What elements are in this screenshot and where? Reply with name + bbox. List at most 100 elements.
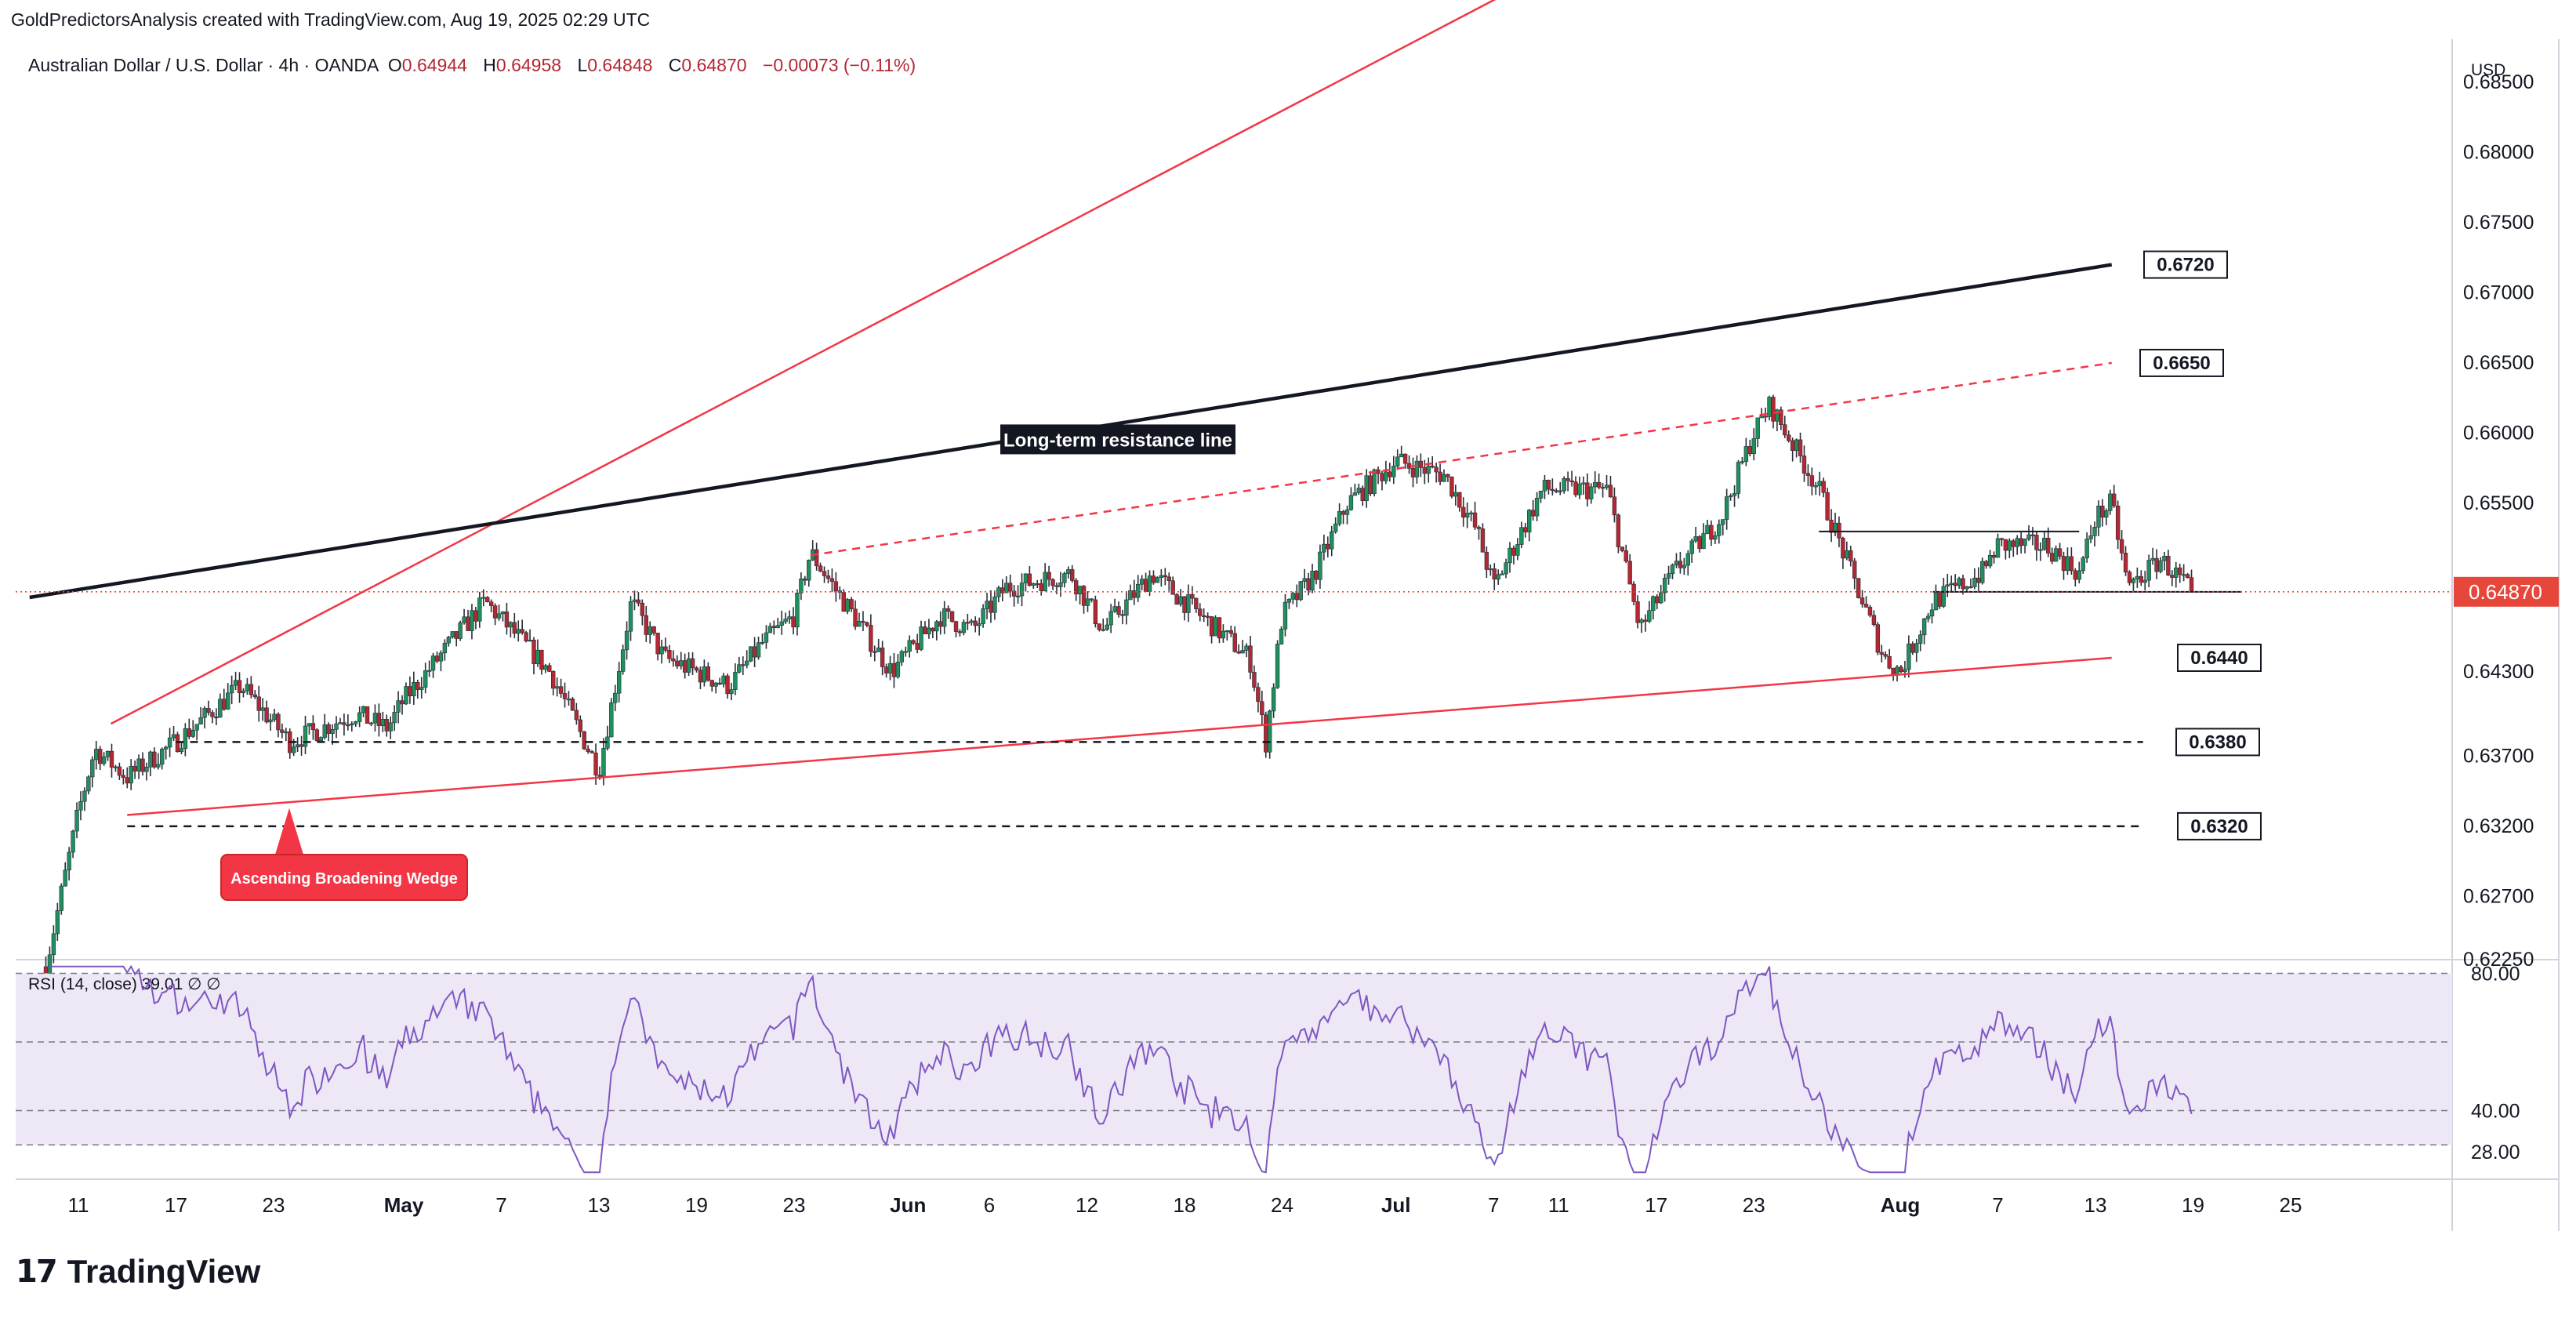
candle-up bbox=[1728, 495, 1733, 498]
price-tick-label: 0.64300 bbox=[2463, 661, 2534, 683]
candle-down bbox=[989, 601, 993, 613]
candle-up bbox=[1639, 619, 1644, 623]
candle-up bbox=[1651, 596, 1656, 612]
candle-up bbox=[2104, 510, 2109, 518]
candle-down bbox=[1070, 569, 1075, 581]
candle-up bbox=[934, 621, 939, 632]
symbol-name[interactable]: Australian Dollar / U.S. Dollar · 4h · O… bbox=[28, 55, 379, 75]
candle-up bbox=[1980, 561, 1985, 583]
candle-down bbox=[299, 744, 304, 747]
candle-down bbox=[1410, 468, 1416, 477]
candle-down bbox=[694, 667, 699, 671]
candle-down bbox=[1968, 586, 1973, 589]
candle-down bbox=[1446, 474, 1450, 477]
candle-up bbox=[767, 626, 773, 633]
candle-down bbox=[1438, 471, 1442, 482]
candle-up bbox=[1682, 564, 1687, 568]
candle-up bbox=[2084, 539, 2089, 558]
candle-up bbox=[284, 731, 288, 734]
price-tick-label: 0.66000 bbox=[2463, 422, 2534, 444]
candle-up bbox=[129, 765, 133, 784]
candle-down bbox=[1783, 424, 1787, 436]
candle-down bbox=[532, 640, 536, 664]
candle-up bbox=[307, 723, 312, 727]
candle-up bbox=[330, 729, 335, 734]
candle-up bbox=[167, 737, 172, 748]
candle-up bbox=[1689, 540, 1694, 554]
candle-up bbox=[1670, 564, 1675, 574]
candle-down bbox=[1039, 583, 1043, 591]
candle-down bbox=[551, 671, 556, 689]
candle-down bbox=[2123, 553, 2128, 573]
lower-wedge-line bbox=[127, 656, 2112, 816]
candle-down bbox=[1236, 651, 1241, 654]
candle-down bbox=[1182, 596, 1187, 613]
candle-up bbox=[1957, 578, 1961, 586]
pattern-annotation-text: Ascending Broadening Wedge bbox=[230, 870, 458, 888]
candle-up bbox=[1743, 446, 1749, 462]
candle-up bbox=[458, 622, 463, 639]
candle-down bbox=[1457, 492, 1462, 508]
candle-down bbox=[121, 775, 126, 779]
tradingview-logo[interactable]: 17 TradingView bbox=[16, 1253, 260, 1291]
candle-up bbox=[1271, 687, 1276, 712]
candle-down bbox=[1341, 511, 1346, 515]
candle-down bbox=[1624, 550, 1628, 562]
candle-down bbox=[1825, 492, 1830, 521]
time-tick-label: 7 bbox=[1488, 1193, 1499, 1217]
low-value: 0.64848 bbox=[587, 55, 653, 75]
candle-up bbox=[481, 597, 486, 599]
candle-up bbox=[2081, 557, 2085, 572]
candle-down bbox=[1550, 488, 1555, 491]
candle-up bbox=[1244, 645, 1249, 651]
upper-wedge-dashed-line bbox=[810, 361, 2112, 557]
label-0.6380: 0.6380 bbox=[2189, 731, 2246, 753]
candle-up bbox=[1732, 493, 1737, 496]
time-tick-label: 23 bbox=[783, 1193, 806, 1217]
candle-up bbox=[516, 629, 521, 634]
candle-up bbox=[2023, 539, 2027, 546]
time-tick-label: May bbox=[384, 1193, 424, 1217]
candle-down bbox=[1248, 645, 1253, 673]
candle-down bbox=[1569, 480, 1574, 482]
candle-up bbox=[1290, 593, 1296, 600]
candle-down bbox=[434, 655, 440, 662]
candle-up bbox=[2096, 506, 2101, 528]
candle-up bbox=[903, 651, 908, 653]
price-tick-label: 0.67000 bbox=[2463, 281, 2534, 303]
candle-up bbox=[1275, 644, 1280, 688]
candle-down bbox=[849, 599, 854, 610]
candle-down bbox=[861, 621, 865, 623]
candle-down bbox=[1035, 583, 1039, 586]
open-label: O bbox=[387, 55, 402, 75]
candle-down bbox=[640, 602, 645, 616]
candle-down bbox=[256, 696, 261, 711]
candle-up bbox=[895, 662, 901, 677]
candle-down bbox=[2049, 553, 2055, 562]
candle-down bbox=[2073, 570, 2078, 580]
candle-up bbox=[1929, 609, 1935, 617]
candle-down bbox=[1612, 496, 1617, 516]
candle-up bbox=[272, 713, 277, 721]
candle-down bbox=[1566, 477, 1570, 481]
candle-down bbox=[1953, 583, 1957, 586]
candle-up bbox=[105, 750, 111, 757]
high-value: 0.64958 bbox=[495, 55, 562, 75]
candle-up bbox=[1333, 523, 1338, 532]
candle-up bbox=[1534, 498, 1540, 517]
candle-up bbox=[795, 592, 800, 628]
candle-up bbox=[1279, 629, 1284, 644]
candle-down bbox=[1790, 440, 1795, 452]
candle-down bbox=[1546, 480, 1551, 490]
candle-up bbox=[179, 748, 184, 753]
candle-up bbox=[756, 642, 761, 658]
candle-down bbox=[574, 710, 579, 721]
candle-down bbox=[109, 750, 114, 768]
candle-down bbox=[931, 627, 935, 632]
candle-up bbox=[1015, 595, 1021, 597]
candle-down bbox=[1360, 488, 1365, 501]
time-tick-label: 11 bbox=[68, 1193, 89, 1217]
label-0.6650: 0.6650 bbox=[2153, 353, 2210, 374]
candle-down bbox=[1805, 473, 1811, 476]
candle-down bbox=[376, 713, 382, 726]
